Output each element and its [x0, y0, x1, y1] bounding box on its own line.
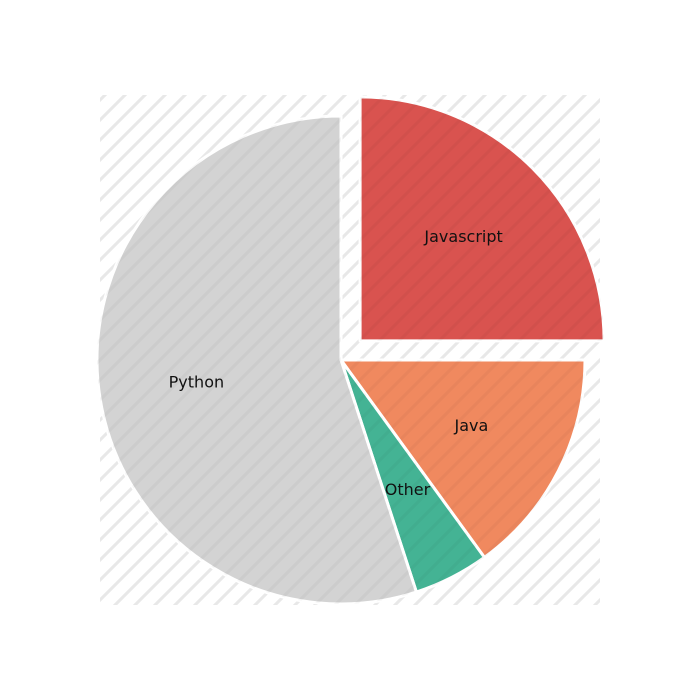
pie-label-javascript: Javascript: [423, 227, 502, 246]
pie-slice-texture-other: [341, 360, 485, 593]
pie-slice-texture-java: [341, 360, 585, 558]
pie-slices: [95, 95, 606, 606]
pie-slice-texture-javascript: [360, 96, 605, 341]
pie-slice-texture-python: [96, 115, 417, 605]
pie-label-python: Python: [169, 372, 224, 391]
pie-label-other: Other: [385, 480, 431, 499]
pie-label-java: Java: [454, 416, 489, 435]
pie-labels: Javascript Java Other Python: [169, 227, 503, 499]
